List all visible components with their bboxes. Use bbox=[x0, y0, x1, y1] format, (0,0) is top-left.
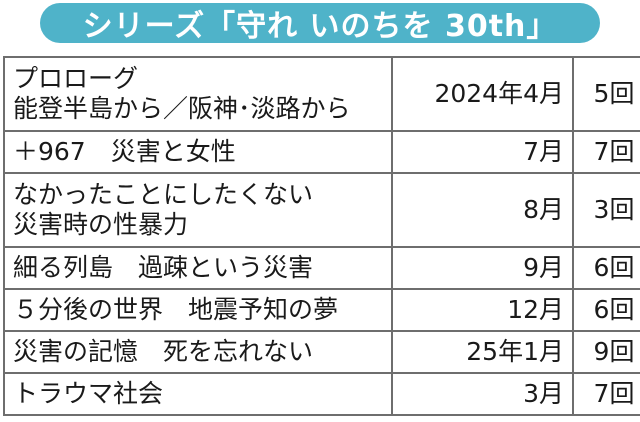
row-title-line: ５分後の世界 地震予知の夢 bbox=[13, 295, 339, 324]
row-date: 3月 bbox=[391, 372, 574, 416]
row-date: 12月 bbox=[391, 288, 574, 332]
table-row: ＋967 災害と女性 7月 7回 bbox=[3, 130, 640, 174]
table-row: 災害の記憶 死を忘れない 25年1月 9回 bbox=[3, 330, 640, 374]
row-date: 7月 bbox=[391, 130, 574, 174]
row-title-line: 災害の記憶 死を忘れない bbox=[13, 337, 314, 366]
row-count: 5回 bbox=[572, 56, 640, 132]
row-count: 6回 bbox=[572, 288, 640, 332]
row-date: 8月 bbox=[391, 172, 574, 248]
row-count: 9回 bbox=[572, 330, 640, 374]
row-title: ＋967 災害と女性 bbox=[3, 130, 393, 174]
row-title-line: プロローグ bbox=[13, 64, 139, 93]
table-row: なかったことにしたくない 災害時の性暴力 8月 3回 bbox=[3, 172, 640, 248]
row-title-line: トラウマ社会 bbox=[13, 379, 164, 408]
row-title: なかったことにしたくない 災害時の性暴力 bbox=[3, 172, 393, 248]
row-title: トラウマ社会 bbox=[3, 372, 393, 416]
row-title-line: ＋967 災害と女性 bbox=[13, 137, 236, 166]
row-title: 災害の記憶 死を忘れない bbox=[3, 330, 393, 374]
row-title-line: 災害時の性暴力 bbox=[13, 210, 189, 239]
table-row: トラウマ社会 3月 7回 bbox=[3, 372, 640, 416]
row-date: 9月 bbox=[391, 246, 574, 290]
row-title: ５分後の世界 地震予知の夢 bbox=[3, 288, 393, 332]
table-row: ５分後の世界 地震予知の夢 12月 6回 bbox=[3, 288, 640, 332]
row-title-line: なかったことにしたくない bbox=[13, 180, 314, 209]
row-count: 3回 bbox=[572, 172, 640, 248]
row-count: 7回 bbox=[572, 130, 640, 174]
row-title-line: 細る列島 過疎という災害 bbox=[13, 253, 314, 282]
table-row: プロローグ 能登半島から／阪神･淡路から 2024年4月 5回 bbox=[3, 56, 640, 132]
row-title-line: 能登半島から／阪神･淡路から bbox=[13, 94, 351, 123]
header: シリーズ「守れ いのちを 30th」 bbox=[0, 0, 640, 46]
row-title: 細る列島 過疎という災害 bbox=[3, 246, 393, 290]
row-title: プロローグ 能登半島から／阪神･淡路から bbox=[3, 56, 393, 132]
table-row: 細る列島 過疎という災害 9月 6回 bbox=[3, 246, 640, 290]
row-count: 6回 bbox=[572, 246, 640, 290]
row-date: 25年1月 bbox=[391, 330, 574, 374]
row-date: 2024年4月 bbox=[391, 56, 574, 132]
series-title: シリーズ「守れ いのちを 30th」 bbox=[40, 3, 600, 44]
row-count: 7回 bbox=[572, 372, 640, 416]
series-table: プロローグ 能登半島から／阪神･淡路から 2024年4月 5回 ＋967 災害と… bbox=[3, 56, 640, 416]
